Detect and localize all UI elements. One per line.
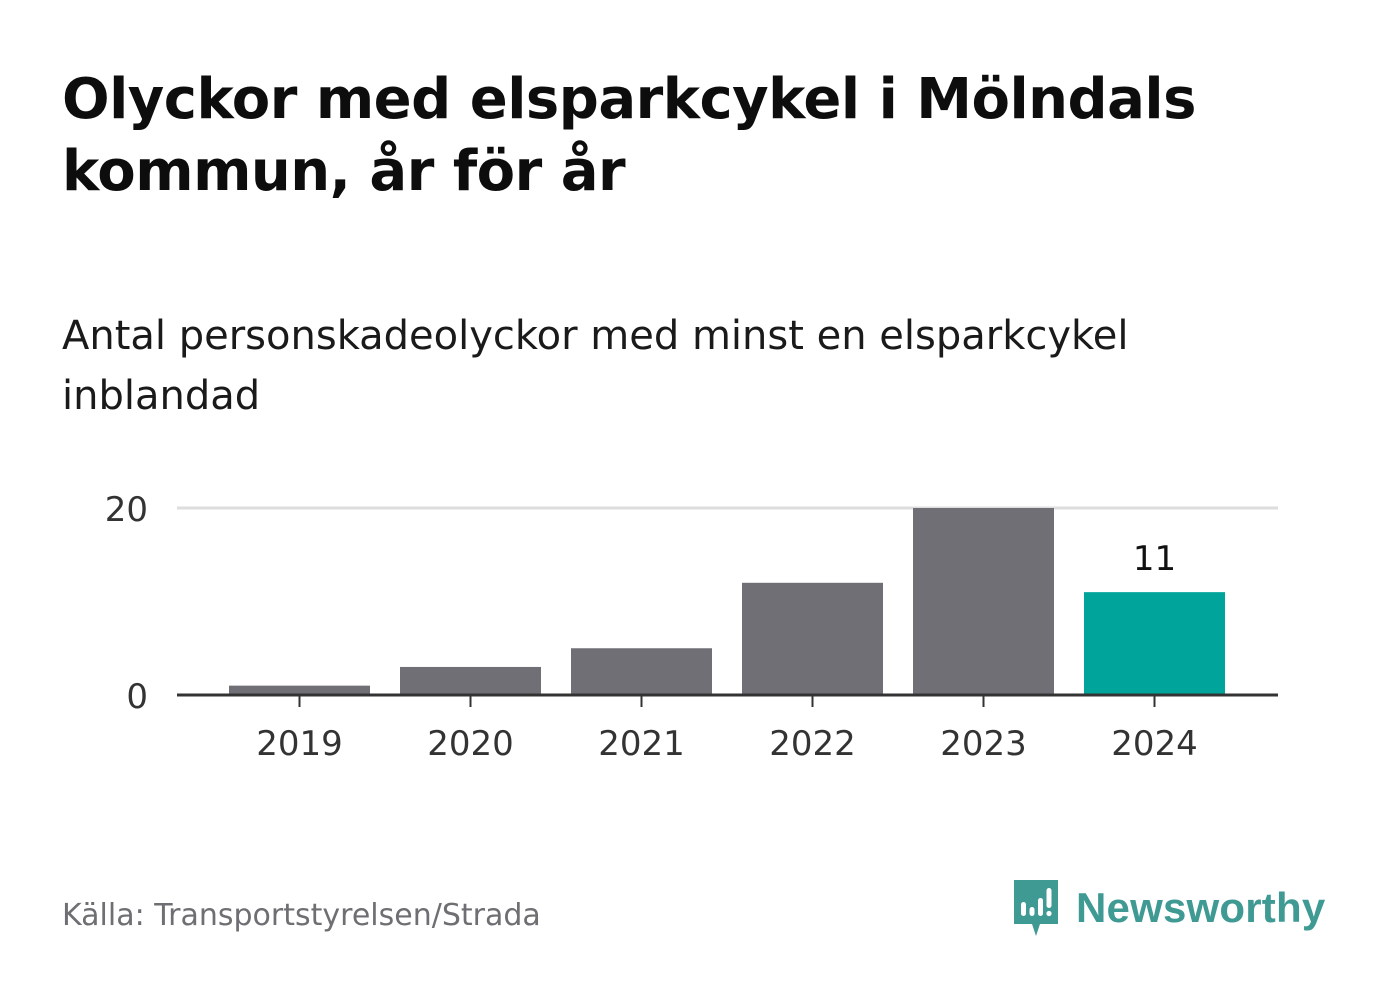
chart-title: Olyckor med elsparkcykel i Mölndals komm… xyxy=(62,67,1196,204)
x-tick-label-2019: 2019 xyxy=(256,724,343,764)
brand-name: Newsworthy xyxy=(1076,884,1326,931)
brand-logo[interactable]: Newsworthy xyxy=(1010,876,1325,940)
source-note: Källa: Transportstyrelsen/Strada xyxy=(62,898,541,933)
bar-2023 xyxy=(913,508,1054,695)
y-tick-label-20: 20 xyxy=(105,490,148,530)
x-tick-label-2023: 2023 xyxy=(940,724,1027,764)
data-label-2024: 11 xyxy=(1133,539,1176,579)
bar-2019 xyxy=(229,685,370,695)
x-tick-label-2021: 2021 xyxy=(598,724,685,764)
y-tick-label-0: 0 xyxy=(126,677,148,717)
bar-2020 xyxy=(400,666,541,695)
x-tick-label-2024: 2024 xyxy=(1111,724,1198,764)
bar-2021 xyxy=(571,648,712,695)
chart-subtitle: Antal personskadeolyckor med minst en el… xyxy=(62,313,1129,419)
x-tick-label-2022: 2022 xyxy=(769,724,856,764)
x-tick-label-2020: 2020 xyxy=(427,724,514,764)
newsworthy-logo-icon xyxy=(1014,880,1058,936)
bar-2024 xyxy=(1084,592,1225,695)
bar-2022 xyxy=(742,582,883,695)
